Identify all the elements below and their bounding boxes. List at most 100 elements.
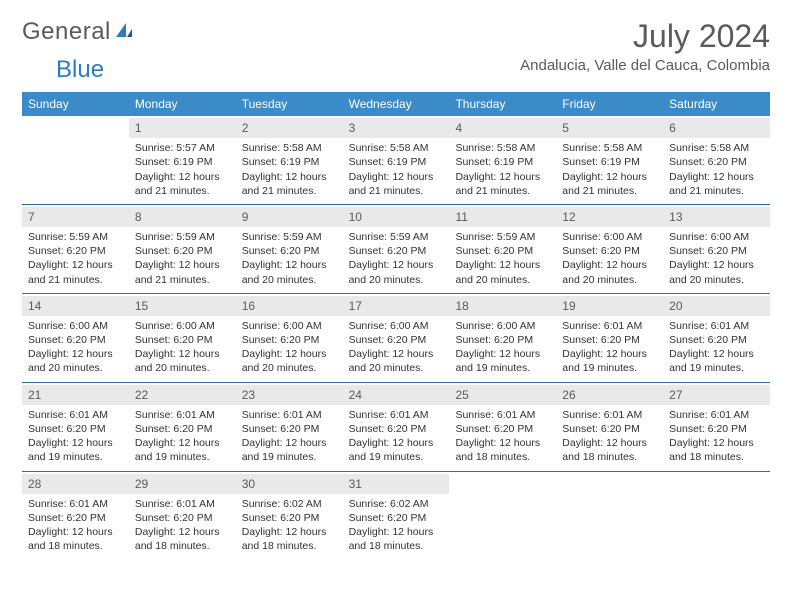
sunset-line: Sunset: 6:20 PM: [349, 244, 444, 258]
day-cell: 8Sunrise: 5:59 AMSunset: 6:20 PMDaylight…: [129, 205, 236, 293]
sunset-line: Sunset: 6:20 PM: [135, 333, 230, 347]
day-cell: 31Sunrise: 6:02 AMSunset: 6:20 PMDayligh…: [343, 472, 450, 560]
day-number: 20: [663, 296, 770, 316]
day-cell: 27Sunrise: 6:01 AMSunset: 6:20 PMDayligh…: [663, 383, 770, 471]
daylight-line: Daylight: 12 hours and 21 minutes.: [562, 170, 657, 198]
sunrise-line: Sunrise: 5:57 AM: [135, 141, 230, 155]
sunrise-line: Sunrise: 6:00 AM: [242, 319, 337, 333]
sunset-line: Sunset: 6:20 PM: [28, 422, 123, 436]
sunset-line: Sunset: 6:19 PM: [242, 155, 337, 169]
day-cell: 10 Sunrise: 5:59 AMSunset: 6:20 PMDayligh…: [343, 205, 450, 293]
sunset-line: Sunset: 6:20 PM: [669, 333, 764, 347]
calendar: SundayMondayTuesdayWednesdayThursdayFrid…: [22, 92, 770, 559]
day-cell: [556, 472, 663, 560]
daylight-line: Daylight: 12 hours and 20 minutes.: [562, 258, 657, 286]
daylight-line: Daylight: 12 hours and 19 minutes.: [135, 436, 230, 464]
day-number: 13: [663, 207, 770, 227]
sunset-line: Sunset: 6:20 PM: [669, 155, 764, 169]
sunrise-line: Sunrise: 5:58 AM: [455, 141, 550, 155]
daylight-line: Daylight: 12 hours and 20 minutes.: [135, 347, 230, 375]
daylight-line: Daylight: 12 hours and 20 minutes.: [349, 258, 444, 286]
day-cell: 4 Sunrise: 5:58 AMSunset: 6:19 PMDaylight…: [449, 116, 556, 204]
day-number: 11: [449, 207, 556, 227]
week-row: 1Sunrise: 5:57 AMSunset: 6:19 PMDaylight…: [22, 116, 770, 205]
daylight-line: Daylight: 12 hours and 20 minutes.: [242, 347, 337, 375]
day-cell: 18Sunrise: 6:00 AMSunset: 6:20 PMDayligh…: [449, 294, 556, 382]
sunrise-line: Sunrise: 6:01 AM: [135, 497, 230, 511]
day-number: 23: [236, 385, 343, 405]
daylight-line: Daylight: 12 hours and 19 minutes.: [349, 436, 444, 464]
sunset-line: Sunset: 6:19 PM: [135, 155, 230, 169]
daylight-line: Daylight: 12 hours and 18 minutes.: [349, 525, 444, 553]
daylight-line: Daylight: 12 hours and 21 minutes.: [135, 258, 230, 286]
daylight-line: Daylight: 12 hours and 18 minutes.: [669, 436, 764, 464]
day-cell: [449, 472, 556, 560]
weekday-header: Wednesday: [343, 92, 450, 116]
daylight-line: Daylight: 12 hours and 20 minutes.: [349, 347, 444, 375]
daylight-line: Daylight: 12 hours and 18 minutes.: [242, 525, 337, 553]
sunrise-line: Sunrise: 6:01 AM: [562, 408, 657, 422]
sunset-line: Sunset: 6:20 PM: [349, 511, 444, 525]
daylight-line: Daylight: 12 hours and 21 minutes.: [455, 170, 550, 198]
sunset-line: Sunset: 6:20 PM: [455, 244, 550, 258]
day-number: 9: [236, 207, 343, 227]
sunrise-line: Sunrise: 6:01 AM: [562, 319, 657, 333]
day-number: 24: [343, 385, 450, 405]
daylight-line: Daylight: 12 hours and 20 minutes.: [669, 258, 764, 286]
day-cell: 28Sunrise: 6:01 AMSunset: 6:20 PMDayligh…: [22, 472, 129, 560]
day-number: 10: [343, 207, 450, 227]
sunset-line: Sunset: 6:19 PM: [349, 155, 444, 169]
day-cell: 24Sunrise: 6:01 AMSunset: 6:20 PMDayligh…: [343, 383, 450, 471]
day-number: 30: [236, 474, 343, 494]
day-number: 16: [236, 296, 343, 316]
month-title: July 2024: [520, 18, 770, 55]
daylight-line: Daylight: 12 hours and 19 minutes.: [455, 347, 550, 375]
sunrise-line: Sunrise: 6:01 AM: [349, 408, 444, 422]
sunrise-line: Sunrise: 5:59 AM: [349, 230, 444, 244]
daylight-line: Daylight: 12 hours and 18 minutes.: [135, 525, 230, 553]
week-row: 7Sunrise: 5:59 AMSunset: 6:20 PMDaylight…: [22, 205, 770, 294]
day-cell: 13Sunrise: 6:00 AMSunset: 6:20 PMDayligh…: [663, 205, 770, 293]
sunrise-line: Sunrise: 6:02 AM: [242, 497, 337, 511]
day-number: 31: [343, 474, 450, 494]
day-cell: 14Sunrise: 6:00 AMSunset: 6:20 PMDayligh…: [22, 294, 129, 382]
weekday-header: Friday: [556, 92, 663, 116]
day-number: 8: [129, 207, 236, 227]
day-cell: [663, 472, 770, 560]
weekday-header: Saturday: [663, 92, 770, 116]
sunrise-line: Sunrise: 5:59 AM: [242, 230, 337, 244]
day-cell: 25Sunrise: 6:01 AMSunset: 6:20 PMDayligh…: [449, 383, 556, 471]
day-cell: 15 Sunrise: 6:00 AMSunset: 6:20 PMDayligh…: [129, 294, 236, 382]
sunset-line: Sunset: 6:20 PM: [242, 511, 337, 525]
day-number: 18: [449, 296, 556, 316]
day-cell: [22, 116, 129, 204]
sunset-line: Sunset: 6:20 PM: [135, 422, 230, 436]
day-cell: 2Sunrise: 5:58 AMSunset: 6:19 PMDaylight…: [236, 116, 343, 204]
daylight-line: Daylight: 12 hours and 18 minutes.: [455, 436, 550, 464]
sunrise-line: Sunrise: 6:00 AM: [135, 319, 230, 333]
sunset-line: Sunset: 6:20 PM: [135, 511, 230, 525]
sunrise-line: Sunrise: 6:00 AM: [669, 230, 764, 244]
sunrise-line: Sunrise: 5:58 AM: [562, 141, 657, 155]
logo-word2: Blue: [56, 56, 770, 84]
day-cell: 20Sunrise: 6:01 AMSunset: 6:20 PMDayligh…: [663, 294, 770, 382]
sunset-line: Sunset: 6:20 PM: [28, 244, 123, 258]
sunset-line: Sunset: 6:19 PM: [455, 155, 550, 169]
daylight-line: Daylight: 12 hours and 21 minutes.: [135, 170, 230, 198]
day-number: 6: [663, 118, 770, 138]
sunrise-line: Sunrise: 6:00 AM: [28, 319, 123, 333]
logo-sail-icon: [114, 18, 134, 46]
sunset-line: Sunset: 6:20 PM: [242, 422, 337, 436]
sunset-line: Sunset: 6:20 PM: [242, 333, 337, 347]
day-number: 15: [129, 296, 236, 316]
day-number: 21: [22, 385, 129, 405]
day-cell: 12Sunrise: 6:00 AMSunset: 6:20 PMDayligh…: [556, 205, 663, 293]
day-cell: 19Sunrise: 6:01 AMSunset: 6:20 PMDayligh…: [556, 294, 663, 382]
sunrise-line: Sunrise: 6:01 AM: [455, 408, 550, 422]
sunset-line: Sunset: 6:20 PM: [562, 244, 657, 258]
week-row: 28Sunrise: 6:01 AMSunset: 6:20 PMDayligh…: [22, 472, 770, 560]
day-number: 4: [449, 118, 556, 138]
day-number: 2: [236, 118, 343, 138]
daylight-line: Daylight: 12 hours and 20 minutes.: [455, 258, 550, 286]
daylight-line: Daylight: 12 hours and 18 minutes.: [562, 436, 657, 464]
